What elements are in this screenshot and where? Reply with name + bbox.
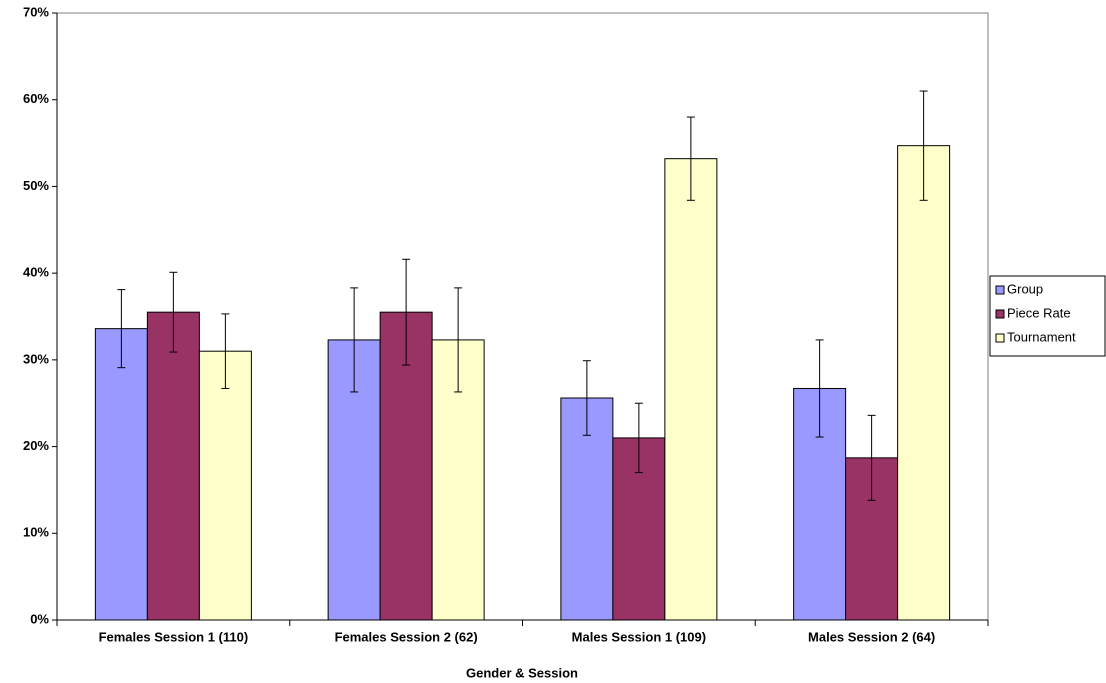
x-tick-label: Females Session 1 (110) bbox=[99, 629, 249, 644]
y-tick-label: 50% bbox=[23, 178, 49, 193]
y-tick-label: 60% bbox=[23, 91, 49, 106]
bar bbox=[94, 328, 148, 621]
legend-swatch bbox=[995, 309, 1005, 319]
x-tick-label: Males Session 1 (109) bbox=[572, 629, 706, 644]
legend-label: Piece Rate bbox=[1007, 305, 1071, 320]
bar bbox=[897, 145, 951, 621]
legend-swatch bbox=[995, 285, 1005, 295]
bar bbox=[146, 311, 200, 621]
legend-label: Tournament bbox=[1007, 329, 1076, 344]
legend-swatch bbox=[995, 333, 1005, 343]
bar bbox=[664, 158, 718, 621]
y-tick-label: 10% bbox=[23, 525, 49, 540]
x-axis-label: Gender & Session bbox=[466, 665, 578, 680]
y-tick-label: 20% bbox=[23, 438, 49, 453]
y-tick-label: 0% bbox=[30, 611, 49, 626]
legend-box bbox=[989, 275, 1106, 357]
bar bbox=[198, 350, 252, 621]
legend-label: Group bbox=[1007, 281, 1043, 296]
y-tick-label: 30% bbox=[23, 351, 49, 366]
x-tick-label: Males Session 2 (64) bbox=[808, 629, 935, 644]
x-tick-label: Females Session 2 (62) bbox=[335, 629, 478, 644]
y-tick-label: 40% bbox=[23, 265, 49, 280]
y-tick-label: 70% bbox=[23, 4, 49, 19]
